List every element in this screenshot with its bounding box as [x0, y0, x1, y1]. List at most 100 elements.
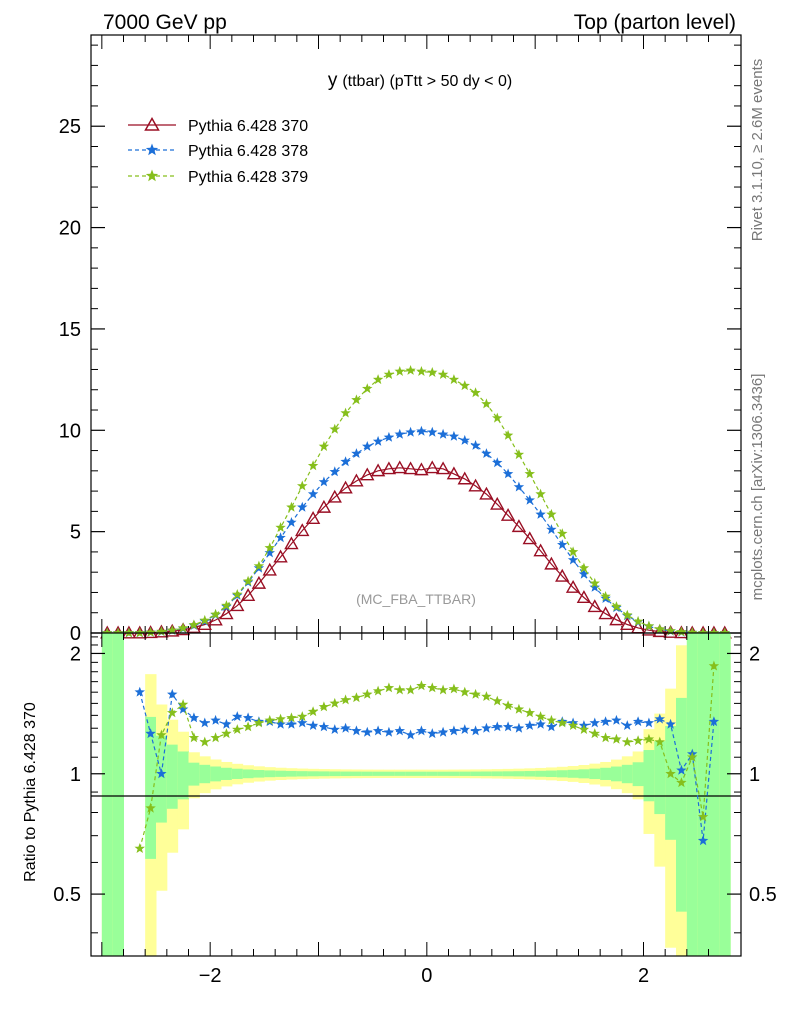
main-point-379 [297, 480, 308, 491]
main-point-379 [394, 366, 405, 376]
ratio-band-green [611, 766, 623, 782]
ratio-band-green [448, 771, 460, 776]
legend: Pythia 6.428 370 Pythia 6.428 378 Pythia… [128, 116, 308, 186]
ratio-point-378 [177, 703, 189, 714]
ratio-point-379 [611, 733, 622, 744]
ratio-band-green [405, 771, 417, 776]
ratio-point-378 [232, 711, 243, 722]
main-point-379 [600, 591, 611, 601]
main-point-370 [457, 471, 472, 485]
main-point-370 [414, 462, 429, 476]
main-point-370 [565, 579, 581, 593]
ratio-point-379 [632, 735, 644, 746]
main-ytick-label: 20 [59, 218, 81, 240]
ratio-band-green [567, 769, 579, 778]
ratio-point-379 [502, 700, 514, 711]
ratio-ytick-label: 0.5 [53, 884, 81, 906]
main-point-379 [318, 441, 330, 451]
main-point-370 [197, 617, 212, 630]
ratio-band-green [416, 771, 428, 776]
main-point-370 [587, 599, 602, 613]
legend-item-378: Pythia 6.428 378 [128, 143, 308, 160]
main-point-370 [620, 617, 635, 630]
main-point-378 [297, 501, 308, 512]
main-point-378 [372, 435, 384, 446]
ratio-ytick-label: 2 [70, 643, 81, 665]
energy-label: 7000 GeV pp [103, 11, 227, 34]
ratio-band-green [101, 633, 114, 956]
ratio-point-378 [427, 728, 438, 739]
main-point-370 [479, 486, 494, 500]
ratio-band-green [524, 771, 536, 777]
main-point-379 [275, 522, 286, 532]
main-point-379 [253, 560, 265, 571]
ratio-ytick-label-right: 1 [749, 764, 760, 786]
ratio-band-green [231, 768, 244, 779]
main-point-378 [448, 430, 460, 441]
main-point-379 [199, 614, 210, 625]
main-point-378 [524, 494, 535, 505]
ratio-point-378 [622, 720, 633, 730]
ratio-point-379 [340, 694, 351, 705]
main-point-370 [360, 467, 375, 481]
main-point-378 [340, 456, 351, 467]
ratio-point-378 [210, 714, 221, 725]
ratio-point-379 [232, 724, 243, 734]
legend-marker-370 [144, 116, 160, 131]
main-point-378 [513, 481, 525, 492]
main-point-379 [351, 394, 362, 405]
main-point-378 [502, 468, 514, 479]
analysis-watermark: (MC_FBA_TTBAR) [356, 591, 476, 607]
ratio-band-green [253, 770, 265, 778]
ratio-band-green [697, 633, 709, 956]
ratio-point-379 [394, 684, 405, 695]
main-point-379 [448, 374, 460, 385]
main-point-378 [264, 547, 275, 558]
legend-label-370: Pythia 6.428 370 [188, 118, 308, 135]
main-point-379 [307, 460, 319, 471]
ratio-point-378 [329, 724, 340, 734]
main-point-370 [370, 463, 386, 477]
main-point-378 [437, 428, 449, 439]
plot-title-sub: (ttbar) (pTtt > 50 dy < 0) [342, 73, 512, 90]
ratio-band-green [470, 771, 482, 776]
ratio-point-379 [275, 713, 286, 724]
ratio-point-379 [188, 732, 200, 743]
main-point-370 [316, 499, 332, 513]
ratio-band-green [199, 764, 211, 784]
main-point-379 [177, 622, 189, 633]
ratio-point-378 [665, 718, 676, 729]
main-point-370 [349, 473, 364, 487]
legend-label-378: Pythia 6.428 378 [188, 143, 308, 160]
ratio-ytick-label-right: 0.5 [749, 884, 777, 906]
ratio-point-379 [286, 712, 297, 723]
ratio-point-379 [362, 688, 373, 699]
ratio-band-green [546, 770, 558, 778]
main-point-370 [381, 461, 397, 475]
main-point-379 [264, 542, 275, 553]
main-point-378 [405, 426, 416, 437]
ratio-point-379 [448, 683, 460, 694]
main-ytick-label: 15 [59, 319, 81, 341]
ratio-point-379 [470, 688, 481, 699]
ratio-point-378 [362, 726, 373, 737]
main-point-378 [578, 568, 590, 579]
main-point-379 [340, 407, 351, 418]
ratio-band-green [177, 751, 189, 800]
ratio-point-379 [643, 733, 655, 744]
main-point-379 [557, 528, 568, 539]
ratio-band-green [491, 771, 504, 777]
main-point-379 [329, 423, 340, 434]
ratio-point-379 [567, 720, 579, 730]
ratio-point-378 [275, 718, 286, 729]
ratio-point-378 [372, 725, 384, 736]
ratio-point-379 [600, 732, 611, 743]
ratio-point-378 [167, 688, 178, 699]
ratio-band-green [361, 771, 374, 776]
main-point-378 [394, 428, 405, 439]
legend-marker-379 [145, 169, 159, 182]
ratio-point-378 [676, 764, 687, 775]
main-point-370 [555, 568, 570, 582]
ratio-point-379 [589, 728, 600, 739]
main-point-370 [219, 606, 234, 620]
